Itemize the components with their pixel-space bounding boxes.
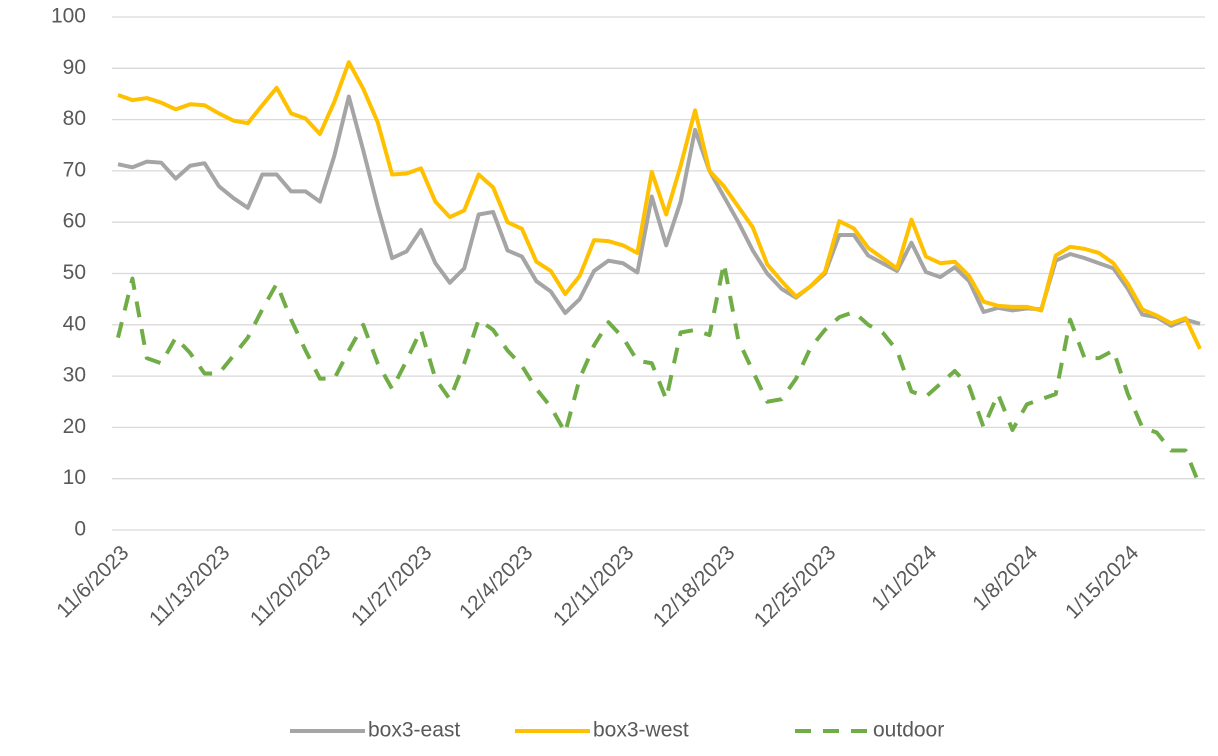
y-tick-label: 80 bbox=[63, 107, 86, 130]
x-tick-label: 1/1/2024 bbox=[867, 541, 941, 615]
x-tick-label: 12/11/2023 bbox=[549, 541, 638, 630]
series-line bbox=[117, 94, 1201, 328]
legend-label: outdoor bbox=[873, 719, 944, 742]
y-tick-label: 70 bbox=[63, 158, 86, 181]
x-tick-label: 12/25/2023 bbox=[750, 541, 841, 632]
x-tick-label: 12/4/2023 bbox=[455, 541, 537, 623]
x-tick-label: 11/6/2023 bbox=[52, 541, 133, 622]
y-tick-label: 30 bbox=[63, 364, 86, 387]
x-tick-label: 1/8/2024 bbox=[968, 541, 1042, 615]
y-tick-label: 0 bbox=[74, 518, 86, 541]
x-tick-label: 11/27/2023 bbox=[347, 541, 436, 630]
x-tick-label: 12/18/2023 bbox=[649, 541, 740, 632]
x-tick-label: 11/13/2023 bbox=[145, 541, 234, 630]
series-line bbox=[117, 60, 1202, 350]
y-tick-label: 40 bbox=[63, 312, 86, 335]
y-tick-label: 50 bbox=[63, 261, 86, 284]
y-tick-label: 10 bbox=[63, 466, 86, 489]
y-tick-label: 100 bbox=[51, 5, 86, 28]
legend-label: box3-west bbox=[593, 719, 689, 742]
x-tick-label: 1/15/2024 bbox=[1061, 541, 1144, 624]
x-tick-label: 11/20/2023 bbox=[246, 541, 335, 630]
legend-label: box3-east bbox=[368, 719, 460, 742]
y-tick-label: 60 bbox=[63, 210, 86, 233]
y-tick-label: 90 bbox=[63, 56, 86, 79]
y-tick-label: 20 bbox=[63, 415, 86, 438]
series-line bbox=[116, 261, 1202, 488]
